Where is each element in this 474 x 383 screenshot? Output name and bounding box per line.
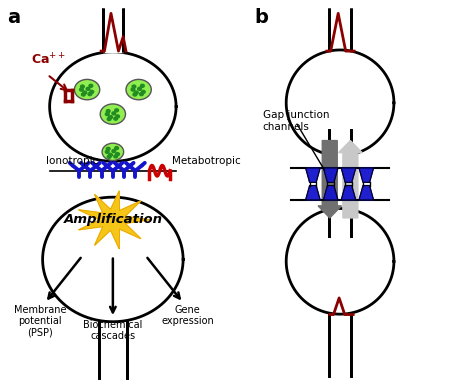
Circle shape: [81, 85, 84, 88]
Circle shape: [105, 151, 109, 153]
Circle shape: [116, 152, 119, 155]
Polygon shape: [359, 185, 374, 200]
Circle shape: [109, 116, 112, 119]
Circle shape: [80, 88, 83, 91]
Circle shape: [86, 87, 90, 90]
Circle shape: [135, 91, 138, 94]
Polygon shape: [341, 185, 356, 200]
Text: Ca$^{++}$: Ca$^{++}$: [31, 53, 66, 68]
Circle shape: [88, 93, 92, 96]
Circle shape: [100, 104, 126, 124]
Circle shape: [131, 88, 135, 91]
Circle shape: [140, 84, 144, 87]
Text: Ionotropic: Ionotropic: [46, 156, 99, 166]
Circle shape: [83, 91, 87, 94]
Circle shape: [90, 90, 94, 93]
Polygon shape: [306, 168, 320, 182]
Circle shape: [82, 93, 85, 96]
Text: Biochemical
cascades: Biochemical cascades: [83, 320, 143, 341]
Text: Membrane
potential
(PSP): Membrane potential (PSP): [14, 305, 66, 338]
Circle shape: [107, 118, 111, 121]
Polygon shape: [323, 185, 338, 200]
Circle shape: [139, 93, 143, 96]
FancyArrow shape: [318, 141, 341, 218]
Circle shape: [105, 113, 109, 116]
Text: Amplification: Amplification: [64, 213, 163, 226]
Circle shape: [132, 85, 136, 88]
Circle shape: [137, 87, 141, 90]
Circle shape: [126, 79, 151, 100]
Circle shape: [106, 110, 110, 113]
Circle shape: [116, 115, 119, 118]
Polygon shape: [306, 185, 320, 200]
Circle shape: [141, 90, 145, 93]
Polygon shape: [286, 208, 394, 314]
Polygon shape: [341, 168, 356, 182]
FancyArrow shape: [338, 141, 362, 218]
Circle shape: [112, 112, 116, 115]
Text: a: a: [8, 8, 20, 28]
Circle shape: [115, 109, 118, 112]
Polygon shape: [43, 197, 183, 322]
Circle shape: [114, 117, 118, 120]
Text: b: b: [255, 8, 269, 28]
Text: Gene
expression: Gene expression: [162, 305, 214, 326]
Circle shape: [102, 143, 124, 160]
Polygon shape: [50, 52, 176, 161]
Circle shape: [112, 150, 116, 152]
Polygon shape: [359, 168, 374, 182]
Polygon shape: [323, 168, 338, 182]
Circle shape: [114, 155, 118, 158]
Polygon shape: [79, 191, 149, 249]
Circle shape: [109, 153, 112, 156]
Circle shape: [115, 147, 118, 150]
Text: Gap junction
channels: Gap junction channels: [263, 110, 329, 132]
Circle shape: [106, 147, 110, 151]
Circle shape: [133, 93, 137, 96]
Circle shape: [107, 155, 111, 158]
Polygon shape: [286, 50, 394, 155]
Text: Metabotropic: Metabotropic: [173, 156, 241, 166]
Circle shape: [74, 79, 100, 100]
Circle shape: [89, 84, 93, 87]
